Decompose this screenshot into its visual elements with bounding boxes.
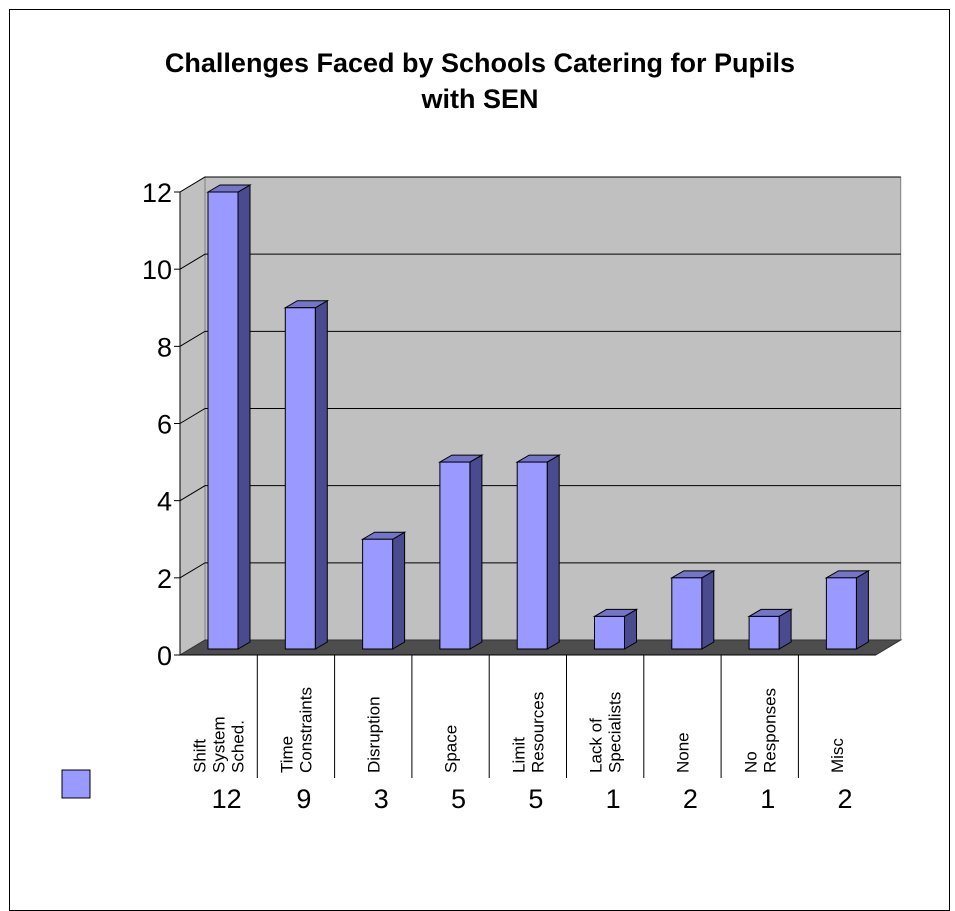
y-tick-label: 6 [157, 410, 172, 440]
data-table-value: 3 [374, 784, 389, 814]
category-label: Misc [828, 738, 847, 773]
data-table-value: 1 [606, 784, 621, 814]
y-tick-label: 8 [157, 332, 172, 362]
data-table-value: 12 [212, 784, 242, 814]
data-table-values: 12 9 3 5 5 1 2 1 2 [212, 784, 853, 814]
bar [669, 569, 716, 650]
data-table-value: 5 [451, 784, 466, 814]
gridline [179, 253, 901, 270]
data-table [256, 655, 799, 778]
data-table-value: 2 [838, 784, 853, 814]
gridline [179, 562, 901, 579]
category-label: No [741, 751, 760, 773]
y-tick-label: 2 [157, 564, 172, 594]
category-label: Responses [760, 688, 779, 773]
gridline [179, 330, 901, 347]
gridline [179, 408, 901, 424]
y-tick-label: 0 [157, 641, 172, 671]
category-label: Space [442, 725, 461, 773]
y-tick-label: 12 [142, 178, 172, 208]
category-label: Resources [528, 692, 547, 773]
data-table-value: 1 [760, 784, 775, 814]
category-label: Time [277, 736, 296, 773]
category-label: Shift [191, 739, 210, 773]
bar [592, 608, 639, 650]
category-label: Limit [509, 737, 528, 773]
y-tick-label: 4 [157, 487, 172, 517]
x-category-labels: Shift System Sched. Time Constraints Disrupti… [191, 687, 847, 773]
legend [61, 769, 91, 799]
data-table-value: 2 [683, 784, 698, 814]
category-label: Lack of [587, 718, 606, 773]
category-label: System [210, 716, 229, 773]
category-label: None [673, 732, 692, 773]
chart-title: Challenges Faced by Schools Catering for… [164, 48, 796, 114]
category-label: Disruption [364, 696, 383, 773]
axes [174, 191, 876, 656]
gridline [179, 176, 901, 193]
legend-swatch [61, 769, 91, 799]
bar [515, 454, 562, 650]
bar [747, 608, 793, 650]
category-label: Sched. [229, 720, 248, 773]
category-label: Constraints [296, 687, 315, 773]
bars [206, 184, 871, 650]
y-tick-labels: 0 2 4 6 8 10 12 [142, 178, 172, 671]
bar [283, 299, 330, 650]
gridline [179, 485, 901, 502]
data-table-value: 9 [296, 784, 311, 814]
bar [360, 531, 407, 650]
bar [824, 569, 871, 650]
y-tick-label: 10 [142, 255, 172, 285]
bar [438, 454, 484, 650]
bar [206, 184, 252, 650]
category-label: Specialists [606, 692, 625, 773]
gridlines [179, 176, 901, 579]
data-table-value: 5 [528, 784, 543, 814]
